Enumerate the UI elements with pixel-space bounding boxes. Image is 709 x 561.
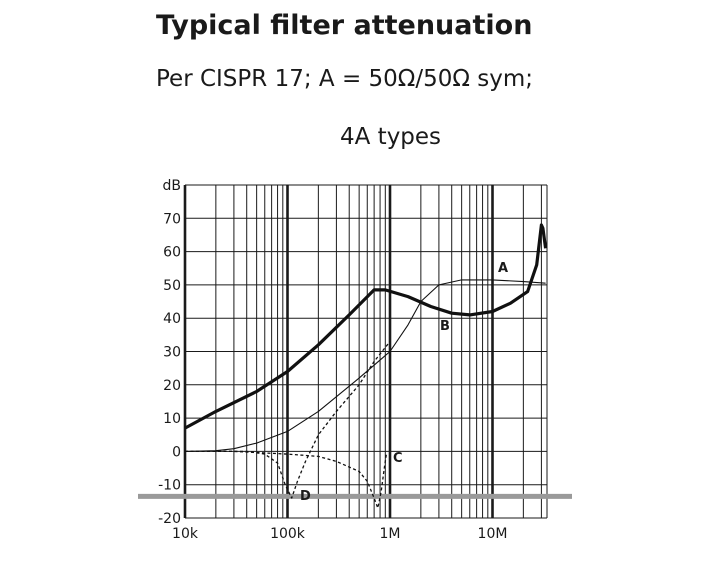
chart-title: Typical filter attenuation: [156, 10, 533, 41]
series-label-a: A: [498, 261, 508, 276]
x-tick-label: 100k: [270, 526, 306, 542]
chart-subtitle: Per CISPR 17; A = 50Ω/50Ω sym;: [156, 66, 534, 92]
y-tick-label: 20: [163, 378, 181, 394]
y-tick-label: 10: [163, 411, 181, 427]
series-line-c: [185, 450, 389, 509]
y-tick-label: 0: [172, 444, 181, 460]
y-tick-label: 70: [163, 211, 181, 227]
series-label-d: D: [300, 489, 311, 504]
y-tick-label: 50: [163, 278, 181, 294]
curve-labels: A B C D: [300, 261, 508, 504]
chart-subtitle-types: 4A types: [340, 124, 442, 150]
y-tick-label: -20: [158, 511, 181, 527]
x-tick-label: 10M: [478, 526, 508, 542]
series-line-d: [185, 341, 391, 499]
series-line-b: [184, 223, 548, 430]
series-layer: [184, 223, 548, 509]
series-label-c: C: [393, 451, 403, 466]
x-tick-label: 10k: [172, 526, 199, 542]
y-tick-label: -10: [158, 478, 181, 494]
minor-grid: [185, 184, 548, 519]
y-tick-label: 60: [163, 245, 181, 261]
x-tick-label: 1M: [380, 526, 401, 542]
y-tick-label: dB: [163, 178, 182, 194]
series-label-b: B: [440, 319, 450, 334]
y-tick-label: 30: [163, 345, 181, 361]
series-line-a: [184, 279, 546, 452]
y-tick-label: 40: [163, 311, 181, 327]
